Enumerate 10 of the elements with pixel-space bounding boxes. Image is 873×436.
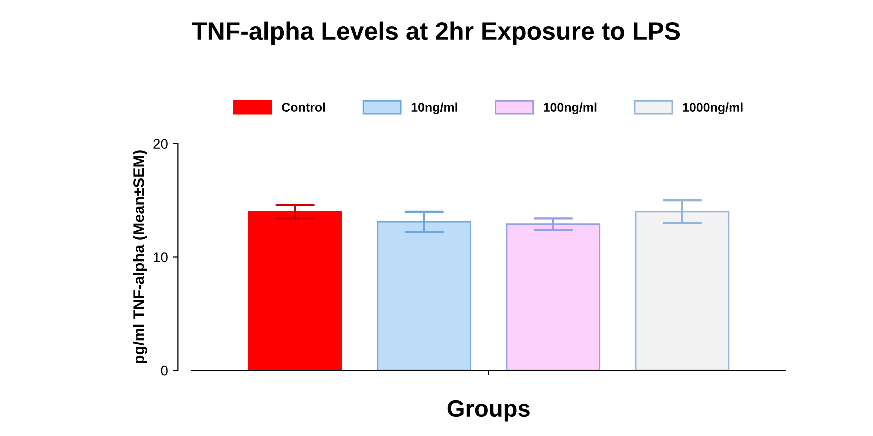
y-tick-label: 10 bbox=[154, 252, 168, 262]
y-tick-label: 20 bbox=[154, 139, 168, 150]
y-axis-title: pg/ml TNF-alpha (Mean±SEM) bbox=[133, 150, 148, 364]
x-axis-title: Groups bbox=[448, 400, 530, 422]
legend-label: 1000ng/ml bbox=[683, 102, 743, 114]
chart-title: TNF-alpha Levels at 2hr Exposure to LPS bbox=[192, 22, 680, 46]
legend-label: 100ng/ml bbox=[544, 102, 597, 114]
legend-label: 10ng/ml bbox=[412, 102, 458, 114]
y-tick-label: 0 bbox=[161, 366, 168, 376]
legend-label: Control bbox=[282, 102, 326, 112]
